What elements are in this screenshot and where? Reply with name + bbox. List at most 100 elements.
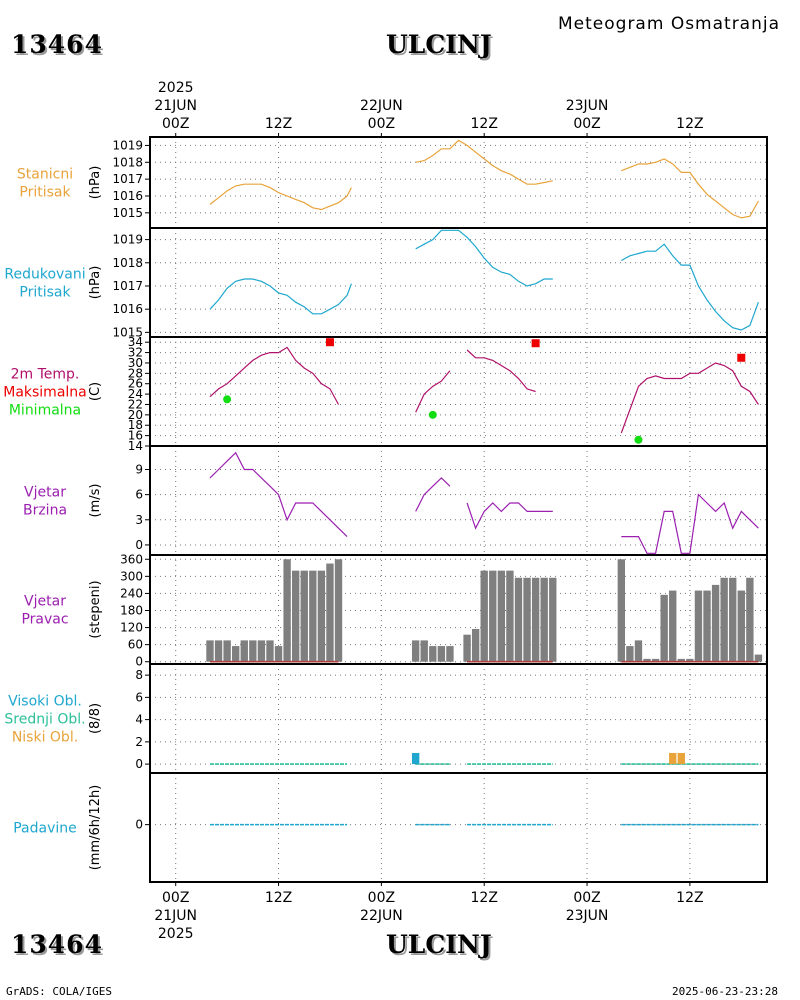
top-time-label: 00Z	[162, 116, 189, 132]
max-temp-marker	[531, 339, 540, 348]
panel-frame	[149, 136, 768, 229]
data-bar	[686, 658, 694, 662]
y-tick-label: 9	[135, 462, 143, 476]
y-tick-label: 3	[135, 513, 143, 527]
y-tick-label: 0	[135, 757, 143, 771]
series-line	[415, 477, 451, 512]
data-bar	[754, 654, 763, 662]
max-temp-marker	[737, 353, 746, 362]
y-tick-label: 30	[128, 356, 143, 370]
data-bar	[420, 640, 428, 662]
series-line	[209, 346, 340, 405]
min-temp-marker	[223, 395, 232, 404]
credit-text: GrADS: COLA/IGES	[6, 985, 112, 998]
y-axis-label: (stepeni)	[88, 580, 103, 638]
y-tick-label: 6	[135, 690, 143, 704]
station-id-top: 13464	[11, 30, 103, 59]
y-tick-label: 1019	[112, 233, 143, 247]
data-bar	[677, 752, 685, 765]
top-time-label: 12Z	[676, 116, 703, 132]
y-tick-label: 2	[135, 735, 143, 749]
series-line	[466, 349, 536, 393]
series-line	[466, 502, 553, 530]
y-tick-label: 4	[135, 713, 143, 727]
top-time-label: 00Z	[368, 116, 395, 132]
series-line	[621, 243, 759, 331]
y-tick-label: 34	[128, 335, 143, 349]
y-tick-label: 300	[120, 569, 143, 583]
min-temp-marker	[428, 410, 437, 419]
y-tick-label: 0	[135, 538, 143, 552]
data-bar	[326, 563, 334, 662]
panel-title: Stanicni	[17, 167, 73, 183]
data-bar	[746, 577, 754, 662]
data-bar	[283, 559, 291, 662]
y-tick-label: 14	[128, 439, 143, 453]
y-tick-label: 22	[128, 397, 143, 411]
data-bar	[729, 577, 737, 662]
y-tick-label: 1019	[112, 138, 143, 152]
y-tick-label: 1016	[112, 189, 143, 203]
bottom-time-label: 21JUN	[154, 908, 197, 924]
chart-subtitle: Meteogram Osmatranja	[558, 14, 781, 34]
y-tick-label: 180	[120, 603, 143, 617]
panel-title: Redukovani	[4, 267, 85, 283]
panel-title: Niski Obl.	[12, 730, 78, 746]
bottom-time-label: 00Z	[368, 890, 395, 906]
top-year-label: 2025	[158, 80, 194, 96]
data-bar	[737, 590, 745, 662]
data-bar	[540, 577, 548, 662]
data-bar	[214, 640, 223, 662]
y-tick-label: 16	[128, 429, 143, 443]
y-axis-label: (hPa)	[88, 266, 103, 300]
panel-frame	[149, 445, 768, 556]
panel-title: Brzina	[23, 503, 67, 519]
y-tick-label: 0	[135, 818, 143, 832]
y-tick-label: 360	[120, 552, 143, 566]
panel-wind_direction: 0 60 120 180 240 300 360 (stepeni) Vjetar Pravac	[21, 552, 768, 669]
data-bar	[669, 752, 677, 765]
y-tick-label: 8	[135, 668, 143, 682]
panel-title: Srednji Obl.	[4, 712, 85, 728]
data-bar	[429, 646, 437, 662]
data-bar	[497, 570, 506, 662]
data-bar	[334, 559, 343, 662]
panel-title: Pritisak	[19, 285, 71, 301]
station-id-bottom: 13464	[11, 930, 103, 959]
top-time-label: 22JUN	[360, 98, 403, 114]
y-tick-label: 1018	[112, 256, 143, 270]
series-line	[209, 451, 348, 538]
data-bar	[437, 646, 446, 662]
panel-precipitation: 0 (mm/6h/12h) Padavine	[13, 772, 768, 883]
y-tick-label: 26	[128, 377, 143, 391]
top-time-label: 12Z	[265, 116, 292, 132]
data-bar	[711, 584, 720, 662]
data-bar	[617, 559, 626, 662]
data-bar	[274, 646, 283, 662]
y-tick-label: 120	[120, 621, 143, 635]
panel-title: Minimalna	[9, 403, 81, 419]
panel-clouds: 0 2 4 6 8 (8/8) Visoki Obl. Srednji Obl. Niski O…	[4, 663, 768, 774]
y-axis-label: (8/8)	[88, 703, 103, 734]
series-line	[621, 493, 759, 554]
panel-frame	[149, 336, 768, 447]
panel-title: Pravac	[21, 612, 68, 628]
data-bar	[514, 577, 523, 662]
data-bar	[531, 577, 540, 662]
bottom-time-label: 12Z	[676, 890, 703, 906]
y-tick-label: 24	[128, 387, 143, 401]
y-tick-label: 0	[135, 655, 143, 669]
panel-title: Pritisak	[19, 185, 71, 201]
data-bar	[720, 577, 728, 662]
panel-wind_speed: 0 3 6 9 (m/s) Vjetar Brzina	[23, 445, 768, 556]
data-bar	[446, 646, 454, 662]
data-bar	[506, 570, 514, 662]
panel-frame	[149, 227, 768, 338]
bottom-time-label: 12Z	[471, 890, 498, 906]
y-tick-label: 20	[128, 408, 143, 422]
data-bar	[549, 577, 557, 662]
data-bar	[626, 646, 634, 662]
y-tick-label: 1018	[112, 155, 143, 169]
